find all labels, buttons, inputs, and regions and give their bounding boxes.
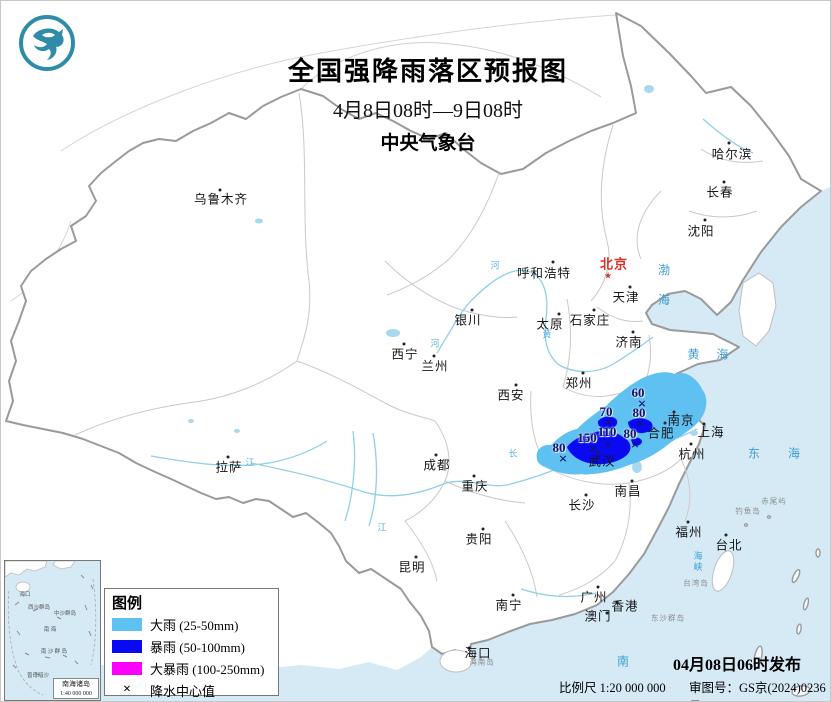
legend-item-heavy-rain: 大雨 (25-50mm) — [112, 613, 278, 635]
heavy-rainstorm-swatch — [112, 661, 142, 675]
legend-box: 图例 大雨 (25-50mm) 暴雨 (50-100mm) 大暴雨 (100-2… — [104, 588, 279, 699]
rainstorm-swatch — [112, 639, 142, 653]
legend-item-rainstorm: 暴雨 (50-100mm) — [112, 635, 278, 657]
inset-island-label: 曾母暗沙 — [26, 673, 50, 679]
inset-island-label: 中沙群岛 — [53, 611, 77, 617]
inset-scale-box: 南海诸岛 1:40 000 000 — [53, 678, 99, 699]
inset-title: 南海诸岛 — [62, 680, 90, 688]
inset-island-label: 南 沙 群 岛 — [40, 649, 68, 655]
precip-center-marker-icon: × — [123, 682, 131, 697]
page-title: 全国强降雨落区预报图 — [287, 57, 568, 86]
rainstorm-areas — [567, 416, 653, 465]
agency-name: 中央气象台 — [380, 133, 476, 154]
legend-item-center-value: × 降水中心值 — [112, 679, 278, 701]
china-national-boundary — [5, 12, 822, 657]
legend-item-heavy-rainstorm: 大暴雨 (100-250mm) — [112, 657, 278, 679]
province-borders — [74, 92, 764, 598]
inset-island-label: 西沙群岛 — [27, 605, 51, 611]
map-approval-number: 审图号：GS京(2024)0236号 — [689, 681, 826, 701]
issue-time-label: 04月08日06时发布 — [673, 657, 802, 674]
south-china-sea-inset: 南海诸岛 1:40 000 000 海口西沙群岛 中沙群岛南 海南 沙 群 岛曾母… — [4, 560, 101, 701]
inset-island-label: 海口 — [19, 592, 31, 598]
heavy-rain-swatch — [112, 617, 142, 631]
title-block: 全国强降雨落区预报图 4月8日08时—9日08时 中央气象台 — [251, 51, 605, 155]
offshore-islands — [743, 515, 821, 697]
inset-scale: 1:40 000 000 — [60, 690, 92, 697]
legend-title: 图例 — [112, 596, 143, 612]
forecast-period: 4月8日08时—9日08时 — [333, 100, 523, 122]
map-scale-label: 比例尺 1:20 000 000 — [559, 681, 666, 695]
inset-island-label: 南 海 — [43, 627, 57, 633]
